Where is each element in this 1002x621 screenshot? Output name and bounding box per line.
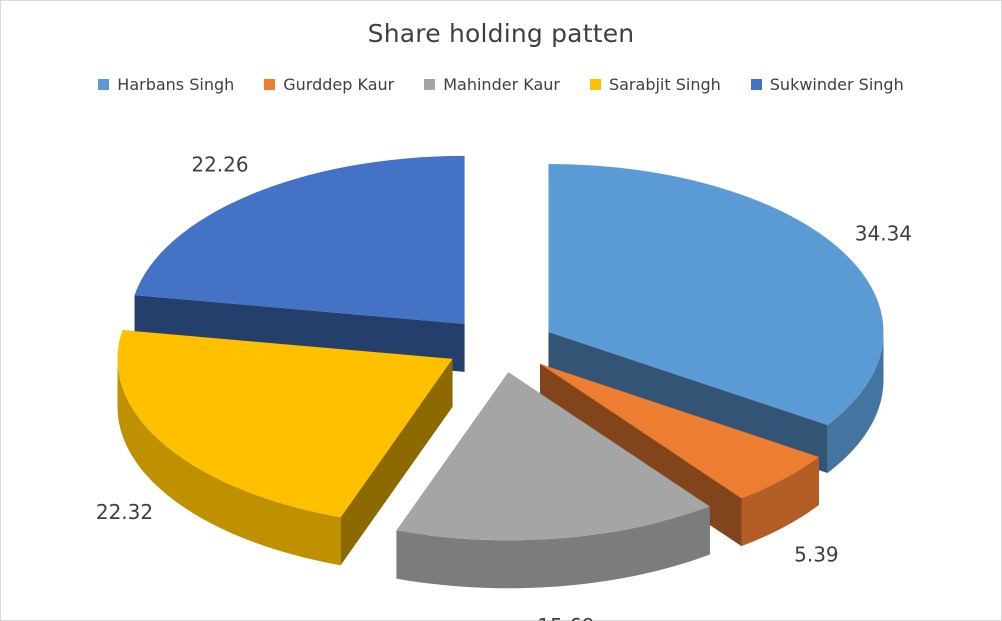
slice-top (540, 363, 819, 499)
pie-slice (117, 330, 453, 566)
legend-swatch (264, 79, 276, 90)
slice-rim (396, 506, 710, 589)
data-label: 15.69 (537, 614, 594, 621)
legend-item: Sukwinder Singh (750, 75, 904, 94)
slice-rim (827, 331, 884, 473)
slice-side-face (134, 295, 465, 372)
slice-rim (741, 456, 819, 547)
slice-side-face (340, 358, 453, 566)
chart-title: Share holding patten (367, 19, 635, 48)
pie-slice (396, 372, 710, 589)
legend-item: Sarabjit Singh (589, 75, 721, 94)
legend-item: Mahinder Kaur (424, 75, 560, 94)
data-label: 34.34 (855, 222, 912, 246)
slice-rim (117, 358, 341, 566)
chart-legend: Harbans Singh Gurddep Kaur Mahinder Kaur Sa… (1, 75, 1001, 94)
slice-top (134, 155, 465, 324)
data-label: 22.26 (191, 153, 248, 177)
legend-label: Mahinder Kaur (443, 75, 560, 94)
legend-swatch (424, 79, 436, 90)
legend-label: Sukwinder Singh (769, 75, 904, 94)
slice-top (396, 372, 710, 541)
legend-label: Harbans Singh (117, 75, 235, 94)
legend-swatch (750, 79, 762, 90)
legend-item: Harbans Singh (98, 75, 234, 94)
legend-label: Sarabjit Singh (608, 75, 721, 94)
slice-top (117, 330, 453, 518)
data-label: 5.39 (794, 543, 839, 567)
data-label: 22.32 (96, 500, 153, 524)
slice-top (548, 163, 884, 425)
legend-swatch (589, 79, 601, 90)
legend-label: Gurddep Kaur (283, 75, 395, 94)
legend-item: Gurddep Kaur (264, 75, 394, 94)
pie-slice (134, 155, 465, 372)
legend-swatch (98, 79, 110, 90)
